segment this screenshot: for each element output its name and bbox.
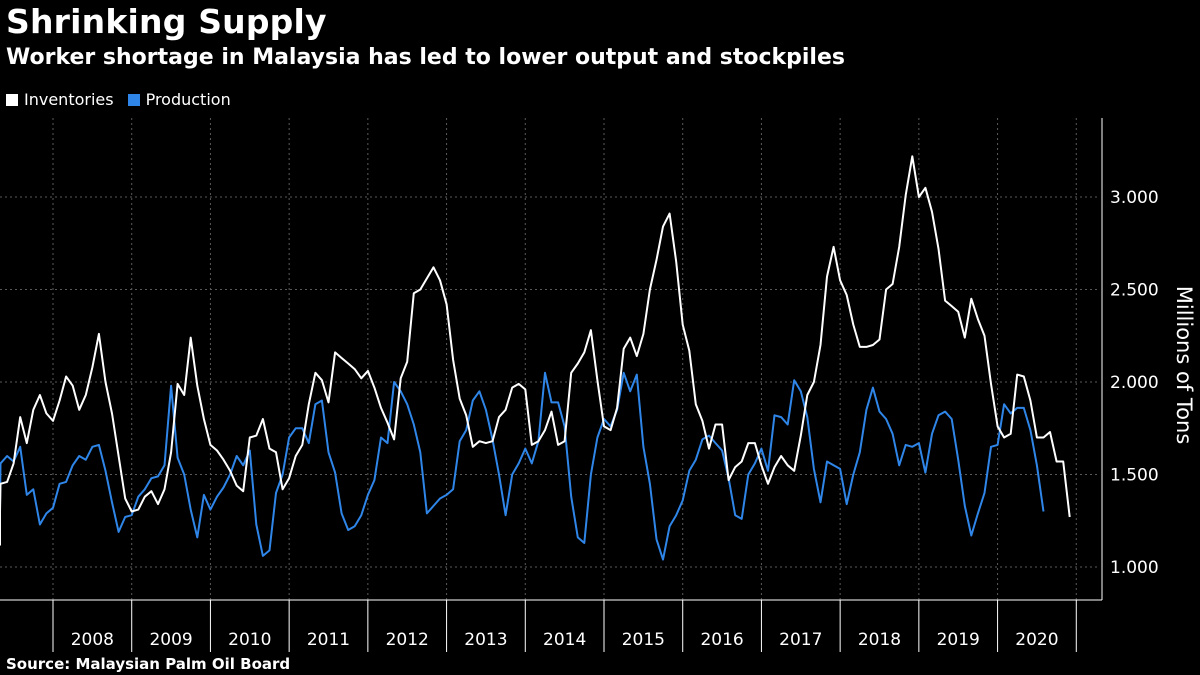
x-tick-label-1: 2009 [149,630,192,650]
legend-item-inventories: Inventories [6,90,114,109]
x-tick-label-9: 2017 [779,630,822,650]
x-tick-label-4: 2012 [386,630,429,650]
x-tick-label-2: 2010 [228,630,271,650]
legend-item-production: Production [127,90,231,109]
x-tick-label-8: 2016 [700,630,743,650]
x-tick-label-3: 2011 [307,630,350,650]
x-tick-label-12: 2020 [1015,630,1058,650]
x-tick-label-11: 2019 [937,630,980,650]
x-tick-label-7: 2015 [622,630,665,650]
source-note: Source: Malaysian Palm Oil Board [6,655,291,673]
y-tick-label-3: 2.500 [1110,281,1159,301]
y-tick-label-0: 1.000 [1110,558,1159,578]
x-tick-label-6: 2014 [543,630,586,650]
chart-title: Shrinking Supply [6,2,327,41]
y-tick-label-2: 2.000 [1110,373,1159,393]
legend: Inventories Production [6,90,245,109]
legend-swatch-inventories [6,93,18,106]
x-tick-label-0: 2008 [71,630,114,650]
legend-label-production: Production [145,90,231,109]
y-axis-title: Millions of Tons [1172,286,1196,445]
legend-swatch-production [127,93,140,106]
y-tick-label-1: 1.500 [1110,466,1159,486]
x-tick-label-5: 2013 [464,630,507,650]
y-tick-label-4: 3.000 [1110,188,1159,208]
legend-label-inventories: Inventories [24,90,114,109]
series-line-inventories [0,155,1071,546]
x-tick-label-10: 2018 [858,630,901,650]
series-line-production [0,371,1045,561]
chart-subtitle: Worker shortage in Malaysia has led to l… [6,45,845,70]
